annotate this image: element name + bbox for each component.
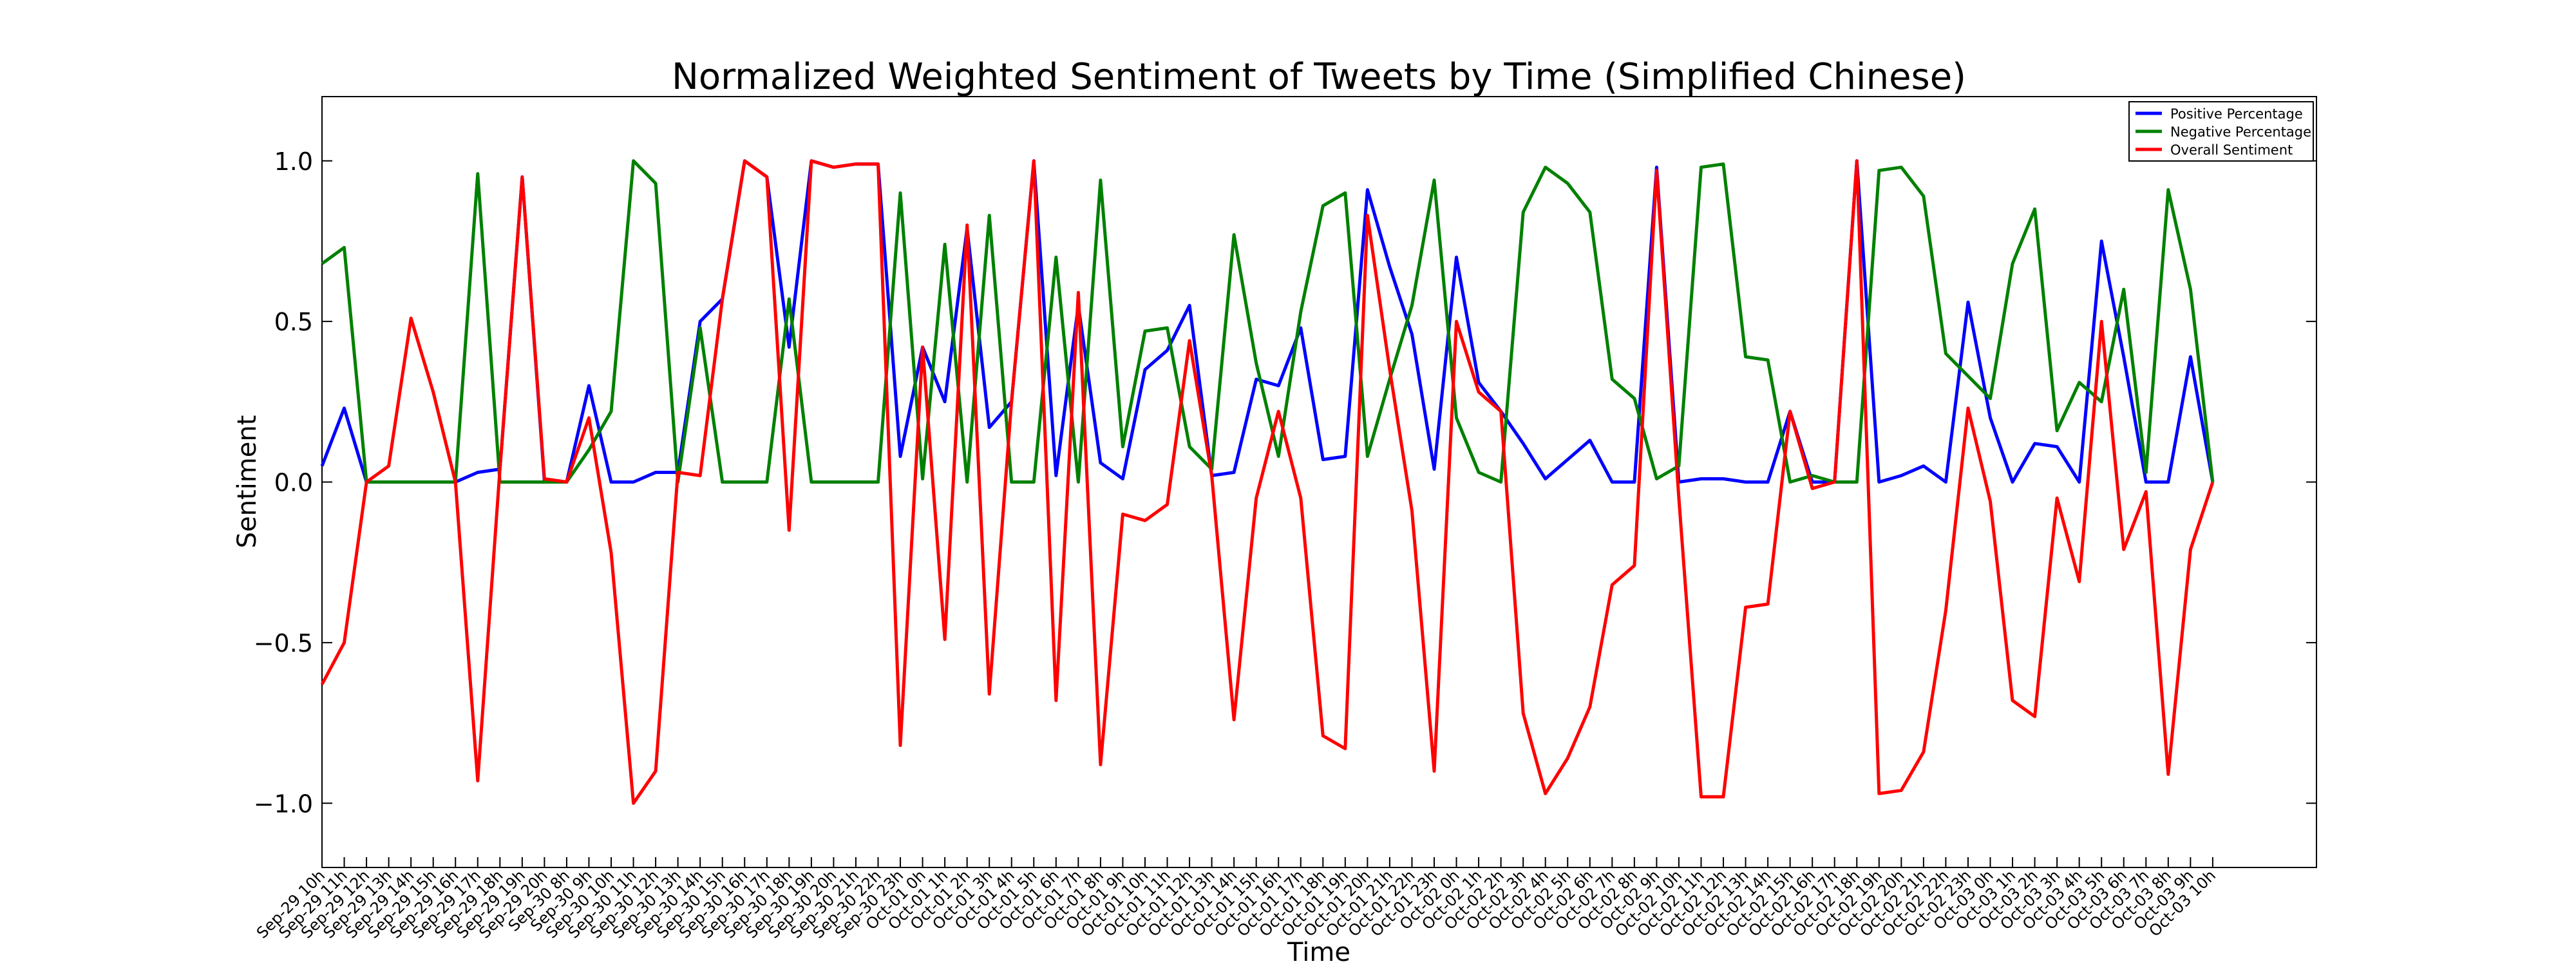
y-tick-label: −0.5 (254, 629, 313, 658)
y-tick-label: −1.0 (254, 790, 313, 818)
y-tick-label: 1.0 (274, 147, 313, 176)
legend-label: Negative Percentage (2170, 124, 2311, 140)
series-line (320, 159, 2215, 484)
series-line (321, 159, 2215, 484)
y-tick-label: 0.0 (274, 469, 313, 497)
legend-label: Overall Sentiment (2170, 142, 2293, 158)
y-tick-label: 0.5 (274, 308, 313, 336)
y-axis-label: Sentiment (232, 415, 262, 549)
legend-label: Positive Percentage (2170, 106, 2303, 122)
x-axis-label: Time (1287, 938, 1350, 966)
legend: Positive Percentage Negative Percentage Ov… (2128, 101, 2314, 162)
series-line (320, 159, 2215, 805)
chart-title: Normalized Weighted Sentiment of Tweets … (672, 56, 1966, 98)
